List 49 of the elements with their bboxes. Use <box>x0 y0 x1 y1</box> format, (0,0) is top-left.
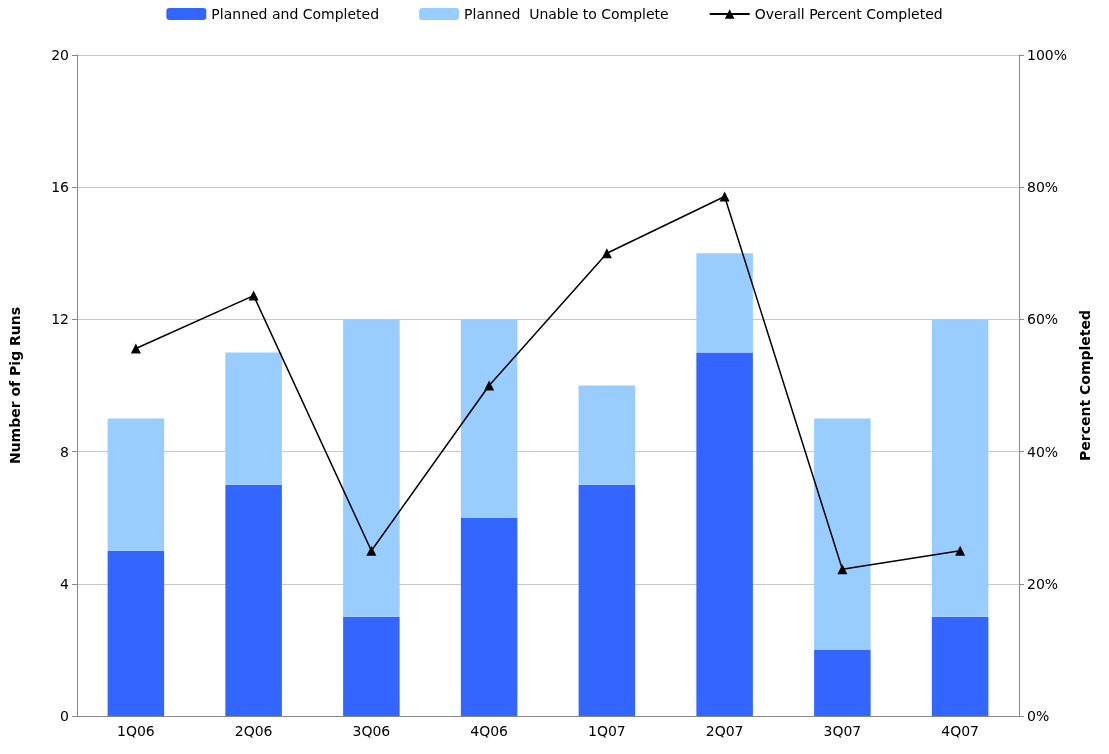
legend-label: Planned and Completed <box>211 6 380 22</box>
y2-axis-title: Percent Completed <box>1076 310 1093 461</box>
legend-label: Planned Unable to Complete <box>464 6 669 22</box>
bar <box>107 418 165 551</box>
bar <box>931 319 989 617</box>
bar <box>225 484 282 716</box>
legend-label: Overall Percent Completed <box>754 6 943 22</box>
x-tick-label: 1Q06 <box>117 723 155 739</box>
bar <box>814 649 871 716</box>
point <box>366 545 377 556</box>
x-tick-label: 3Q07 <box>823 723 862 739</box>
y-tick-label: 16 <box>51 179 70 196</box>
point <box>719 191 730 202</box>
point <box>601 248 612 259</box>
y-tick-label: 20 <box>51 47 69 63</box>
bar <box>107 550 165 716</box>
x-tick-label: 3Q06 <box>352 723 391 739</box>
bar <box>460 517 518 716</box>
y-tick-label: 0 <box>60 708 69 724</box>
point <box>130 343 141 354</box>
bar <box>696 352 753 716</box>
point <box>484 380 495 391</box>
x-tick-label: 4Q06 <box>470 723 509 739</box>
y2-tick-label: 20% <box>1027 575 1059 592</box>
y2-tick-label: 0% <box>1027 708 1050 724</box>
bar <box>696 253 753 353</box>
y-tick-label: 8 <box>60 443 69 460</box>
x-tick-label: 2Q07 <box>705 723 744 739</box>
bar <box>460 319 518 518</box>
y2-tick-label: 80% <box>1027 179 1059 196</box>
y2-tick-label: 100% <box>1027 47 1068 63</box>
y-tick-label: 12 <box>51 311 69 328</box>
y-axis-title: Number of Pig Runs <box>7 306 23 465</box>
y-tick-label: 4 <box>60 575 70 592</box>
bar <box>225 352 282 485</box>
point <box>248 290 259 301</box>
y2-tick-label: 40% <box>1027 443 1059 460</box>
y2-tick-label: 60% <box>1027 311 1059 328</box>
bar <box>343 319 400 617</box>
bar <box>931 616 989 716</box>
point <box>955 545 966 556</box>
bar <box>814 418 871 650</box>
x-tick-label: 1Q07 <box>588 723 626 739</box>
point <box>837 564 848 575</box>
x-tick-label: 2Q06 <box>234 723 273 739</box>
bar <box>578 385 636 485</box>
x-tick-label: 4Q07 <box>941 723 979 739</box>
bar <box>578 484 636 716</box>
bar <box>343 616 400 716</box>
